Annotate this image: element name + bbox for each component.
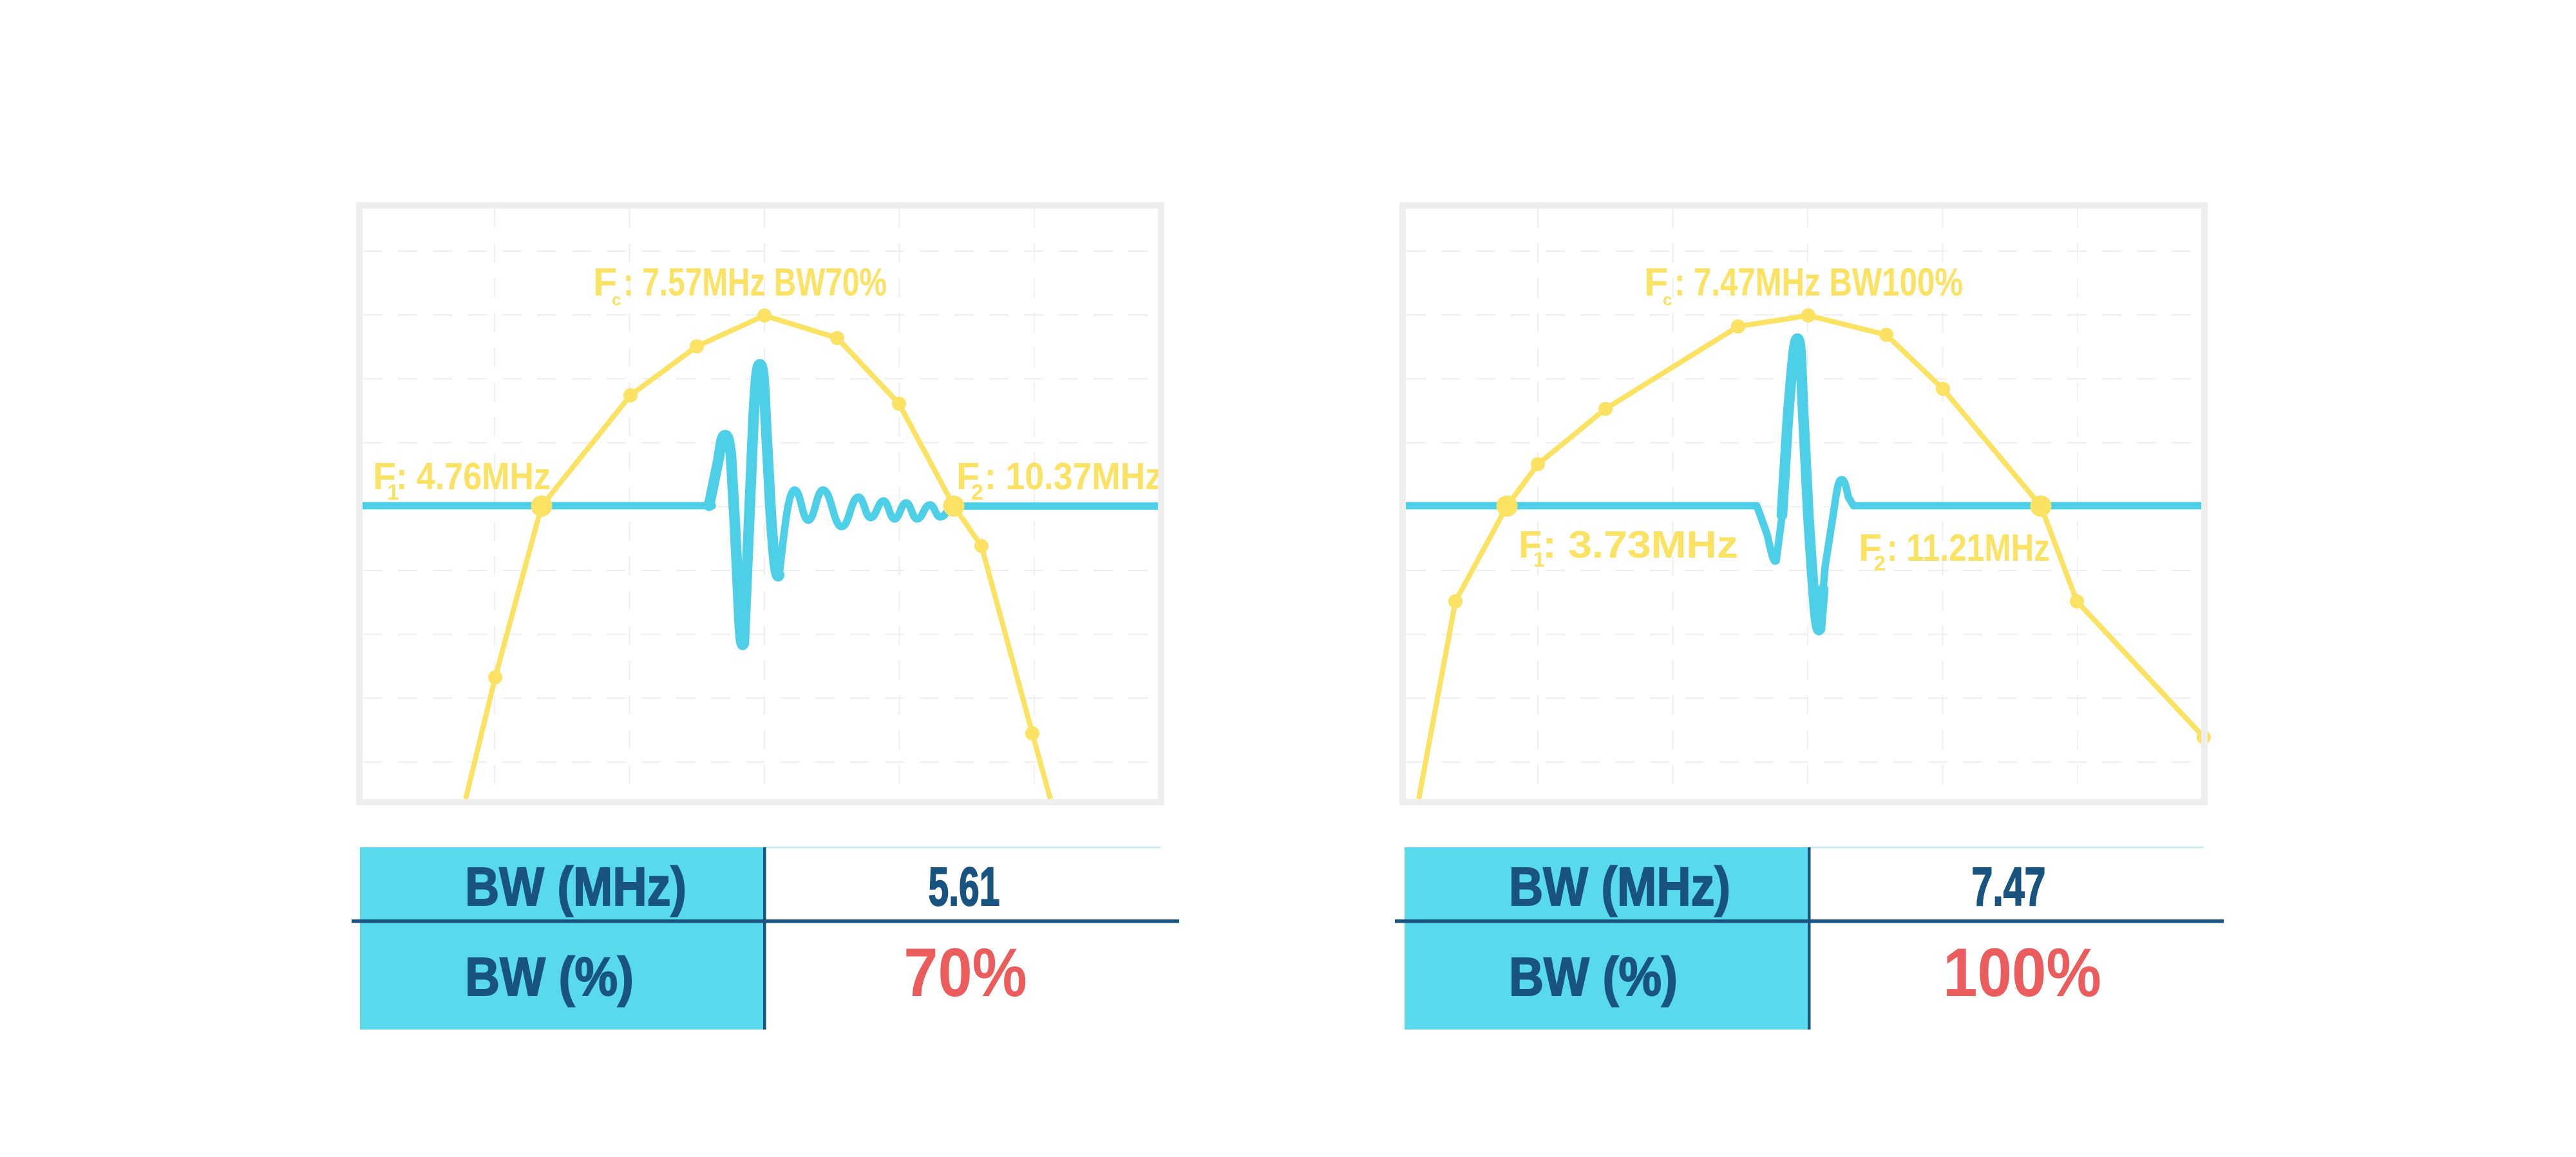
svg-text:F: F [1859,527,1882,569]
svg-text:F: F [956,455,980,498]
svg-text:5.61: 5.61 [929,856,1000,917]
svg-text:BW (%): BW (%) [465,946,634,1007]
svg-text:2: 2 [1874,552,1886,575]
svg-text:: 4.76MHz: : 4.76MHz [396,455,551,498]
svg-text:F: F [593,260,617,304]
svg-text:: 3.73MHz: : 3.73MHz [1542,523,1738,566]
svg-text:F: F [373,455,396,498]
svg-text:7.47: 7.47 [1972,856,2046,917]
svg-text:: 11.21MHz: : 11.21MHz [1887,527,2050,569]
svg-text:F: F [1519,523,1542,566]
svg-text:: 7.57MHz BW70%: : 7.57MHz BW70% [623,260,887,304]
svg-text:1: 1 [1533,548,1545,571]
svg-text:1: 1 [387,480,399,505]
svg-text:F: F [1644,260,1668,304]
svg-text:c: c [612,290,621,309]
svg-text:BW (MHz): BW (MHz) [465,856,687,917]
svg-text:70%: 70% [904,934,1027,1011]
svg-text:BW (MHz): BW (MHz) [1509,856,1730,917]
svg-text:BW (%): BW (%) [1509,946,1678,1007]
svg-text:c: c [1663,290,1672,309]
svg-text:100%: 100% [1943,934,2101,1011]
svg-text:: 10.37MHz: : 10.37MHz [985,455,1162,498]
svg-text:: 7.47MHz BW100%: : 7.47MHz BW100% [1674,260,1963,304]
svg-text:2: 2 [971,480,983,505]
